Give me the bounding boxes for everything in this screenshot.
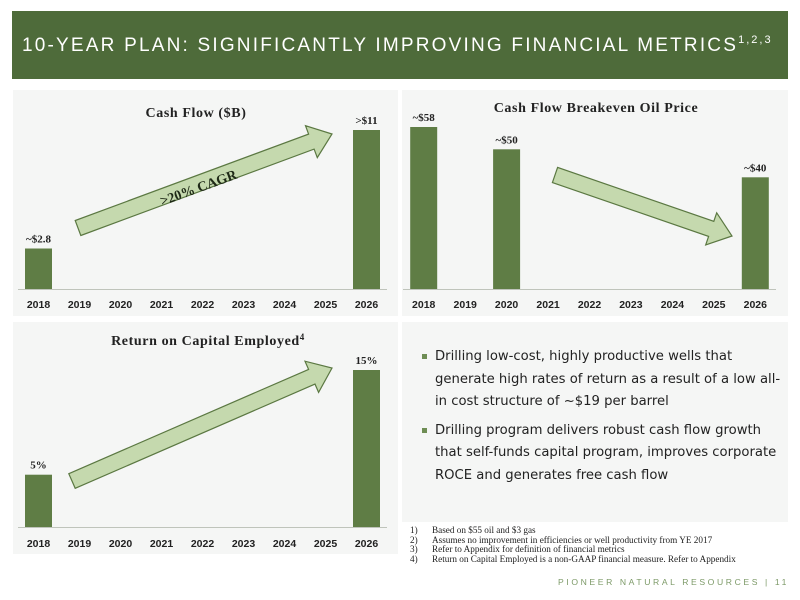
x-tick-label: 2026: [355, 299, 379, 311]
footnote-text: Based on $55 oil and $3 gas: [432, 525, 536, 535]
footnote: 2) Assumes no improvement in efficiencies…: [410, 534, 790, 546]
bullet-square-icon: [422, 354, 427, 359]
commentary-panel: [402, 322, 788, 522]
x-tick-label: 2020: [109, 299, 133, 311]
x-tick-label: 2024: [273, 538, 297, 550]
bullet-text: Drilling program delivers robust cash fl…: [435, 422, 777, 483]
bar: [741, 177, 769, 289]
bar: [353, 370, 380, 527]
x-tick-label: 2018: [27, 299, 51, 311]
bullet-text: Drilling low-cost, highly productive wel…: [435, 349, 781, 410]
brand-footer: PIONEER NATURAL RESOURCES | 11: [558, 577, 789, 587]
chart-title: Cash Flow ($B): [146, 106, 247, 121]
data-label: ~$58: [413, 112, 436, 124]
x-tick-label: 2024: [661, 299, 685, 311]
footnote-text: Refer to Appendix for definition of fina…: [432, 544, 625, 555]
bullet-item: Drilling program delivers robust cash fl…: [422, 420, 782, 488]
footnote-number: 3): [410, 544, 418, 555]
footnote-number: 4): [410, 553, 418, 564]
x-tick-label: 2019: [68, 299, 92, 311]
chart-title: Cash Flow Breakeven Oil Price: [494, 101, 699, 116]
x-tick-label: 2018: [27, 538, 51, 550]
roce-panel: [13, 322, 398, 554]
page-title-text: 10-YEAR PLAN: SIGNIFICANTLY IMPROVING FI…: [22, 35, 739, 56]
page-title-superscript: 1,2,3: [738, 34, 773, 46]
data-label: ~$40: [744, 162, 767, 174]
footnote: 4) Return on Capital Employed is a non-GA…: [410, 553, 790, 565]
x-tick-label: 2024: [273, 299, 297, 311]
x-tick-label: 2022: [191, 538, 215, 550]
footnote-text: Return on Capital Employed is a non-GAAP…: [432, 553, 736, 564]
bar: [410, 127, 438, 289]
chart-title-superscript: 4: [300, 332, 305, 342]
bar: [353, 130, 380, 289]
footnote: 1) Based on $55 oil and $3 gas: [410, 525, 790, 536]
bullet-square-icon: [422, 427, 427, 433]
x-tick-label: 2019: [454, 299, 478, 311]
chart-title: Return on Capital Employed4: [111, 332, 305, 349]
data-label: >$11: [355, 115, 377, 127]
data-label: ~$50: [495, 134, 518, 146]
bar: [25, 474, 52, 527]
data-label: 5%: [30, 460, 47, 472]
x-tick-label: 2021: [536, 299, 560, 311]
footnote: 3) Refer to Appendix for definition of fi…: [410, 544, 790, 555]
footnote-number: 2): [410, 534, 418, 545]
bar: [25, 248, 52, 289]
footnotes: 1) Based on $55 oil and $3 gas 2) Assumes …: [410, 525, 790, 565]
x-tick-label: 2020: [495, 299, 519, 311]
footnote-number: 1): [410, 525, 418, 535]
x-tick-label: 2019: [68, 538, 92, 550]
x-tick-label: 2021: [150, 299, 174, 311]
header-banner: 10-YEAR PLAN: SIGNIFICANTLY IMPROVING FI…: [12, 11, 788, 79]
x-tick-label: 2025: [314, 538, 338, 550]
data-label: 15%: [356, 355, 378, 367]
x-tick-label: 2022: [578, 299, 602, 311]
x-tick-label: 2026: [355, 538, 379, 550]
x-tick-label: 2023: [232, 538, 256, 550]
x-tick-label: 2018: [412, 299, 436, 311]
x-tick-label: 2023: [619, 299, 643, 311]
x-tick-label: 2020: [109, 538, 133, 550]
bullet-item: Drilling low-cost, highly productive wel…: [422, 346, 782, 414]
trend-arrow-icon: [551, 166, 733, 246]
breakeven-panel: [402, 90, 788, 316]
trend-arrow-icon: [74, 124, 333, 237]
bar: [493, 149, 521, 289]
x-tick-label: 2021: [150, 538, 174, 550]
x-tick-label: 2023: [232, 299, 256, 311]
footnote-text: Assumes no improvement in efficiencies o…: [432, 534, 713, 545]
page-title: 10-YEAR PLAN: SIGNIFICANTLY IMPROVING FI…: [22, 34, 773, 57]
cash-flow-panel: [13, 90, 398, 316]
bullet-list: Drilling low-cost, highly productive wel…: [422, 346, 782, 494]
x-tick-label: 2026: [744, 299, 768, 311]
data-label: ~$2.8: [26, 234, 51, 246]
trend-arrow-icon: [68, 360, 333, 490]
x-tick-label: 2022: [191, 299, 215, 311]
x-tick-label: 2025: [702, 299, 726, 311]
x-tick-label: 2025: [314, 299, 338, 311]
